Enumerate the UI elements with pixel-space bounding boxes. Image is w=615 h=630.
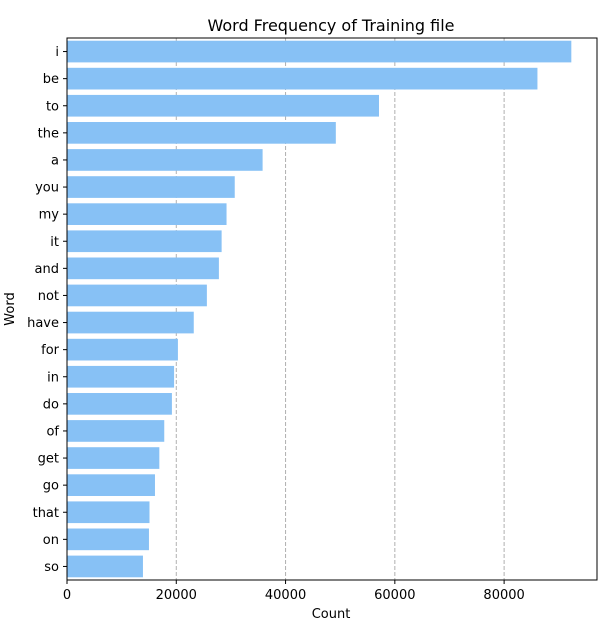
x-tick-label: 80000 [483, 588, 524, 603]
bars [67, 40, 572, 578]
y-axis-label: Word [3, 292, 18, 325]
y-tick-label: it [50, 235, 59, 250]
bar-of [67, 420, 165, 442]
y-tick-label: on [43, 533, 59, 548]
bar-so [67, 555, 143, 578]
bar-go [67, 474, 155, 496]
bar-for [67, 338, 178, 361]
bar-you [67, 176, 235, 198]
y-tick-label: get [38, 452, 59, 467]
x-tick-label: 40000 [265, 588, 306, 603]
bar-i [67, 40, 572, 63]
bar-do [67, 393, 172, 415]
bar-get [67, 447, 160, 469]
y-tick-label: to [46, 99, 59, 114]
plot-frame [66, 37, 598, 581]
y-tick-label: so [44, 560, 59, 575]
x-tick-label: 0 [63, 588, 71, 603]
y-tick-label: have [27, 316, 59, 331]
bar-to [67, 94, 379, 117]
x-axis-ticks: 0 20000 40000 60000 80000 [63, 580, 525, 603]
y-tick-label: the [38, 126, 59, 141]
grid-lines [175, 38, 505, 580]
y-tick-label: not [38, 289, 59, 304]
bar-a [67, 149, 263, 171]
y-tick-label: and [35, 262, 59, 277]
y-tick-label: in [47, 370, 59, 385]
bar-not [67, 284, 207, 307]
x-axis-label: Count [312, 607, 351, 622]
bar-in [67, 365, 175, 388]
bar-it [67, 230, 222, 253]
y-tick-label: do [43, 397, 59, 412]
y-tick-label: of [46, 424, 59, 439]
y-tick-label: for [41, 343, 60, 358]
bar-and [67, 257, 219, 280]
bar-have [67, 311, 194, 334]
x-tick-label: 20000 [156, 588, 197, 603]
bar-that [67, 501, 150, 524]
x-tick-label: 60000 [374, 588, 415, 603]
y-axis-ticks: i be to the a you my it and not have for in do of get go… [27, 45, 67, 575]
bar-the [67, 122, 336, 144]
bar-my [67, 203, 227, 225]
bar-on [67, 528, 149, 551]
y-tick-label: you [35, 181, 59, 196]
y-tick-label: a [51, 153, 59, 168]
y-tick-label: my [39, 208, 60, 223]
y-tick-label: that [33, 506, 59, 521]
y-tick-label: go [43, 479, 59, 494]
bar-be [67, 67, 538, 90]
y-tick-label: be [43, 72, 59, 87]
y-tick-label: i [55, 45, 59, 60]
axes-frame [66, 37, 598, 581]
chart-title: Word Frequency of Training file [207, 16, 454, 35]
